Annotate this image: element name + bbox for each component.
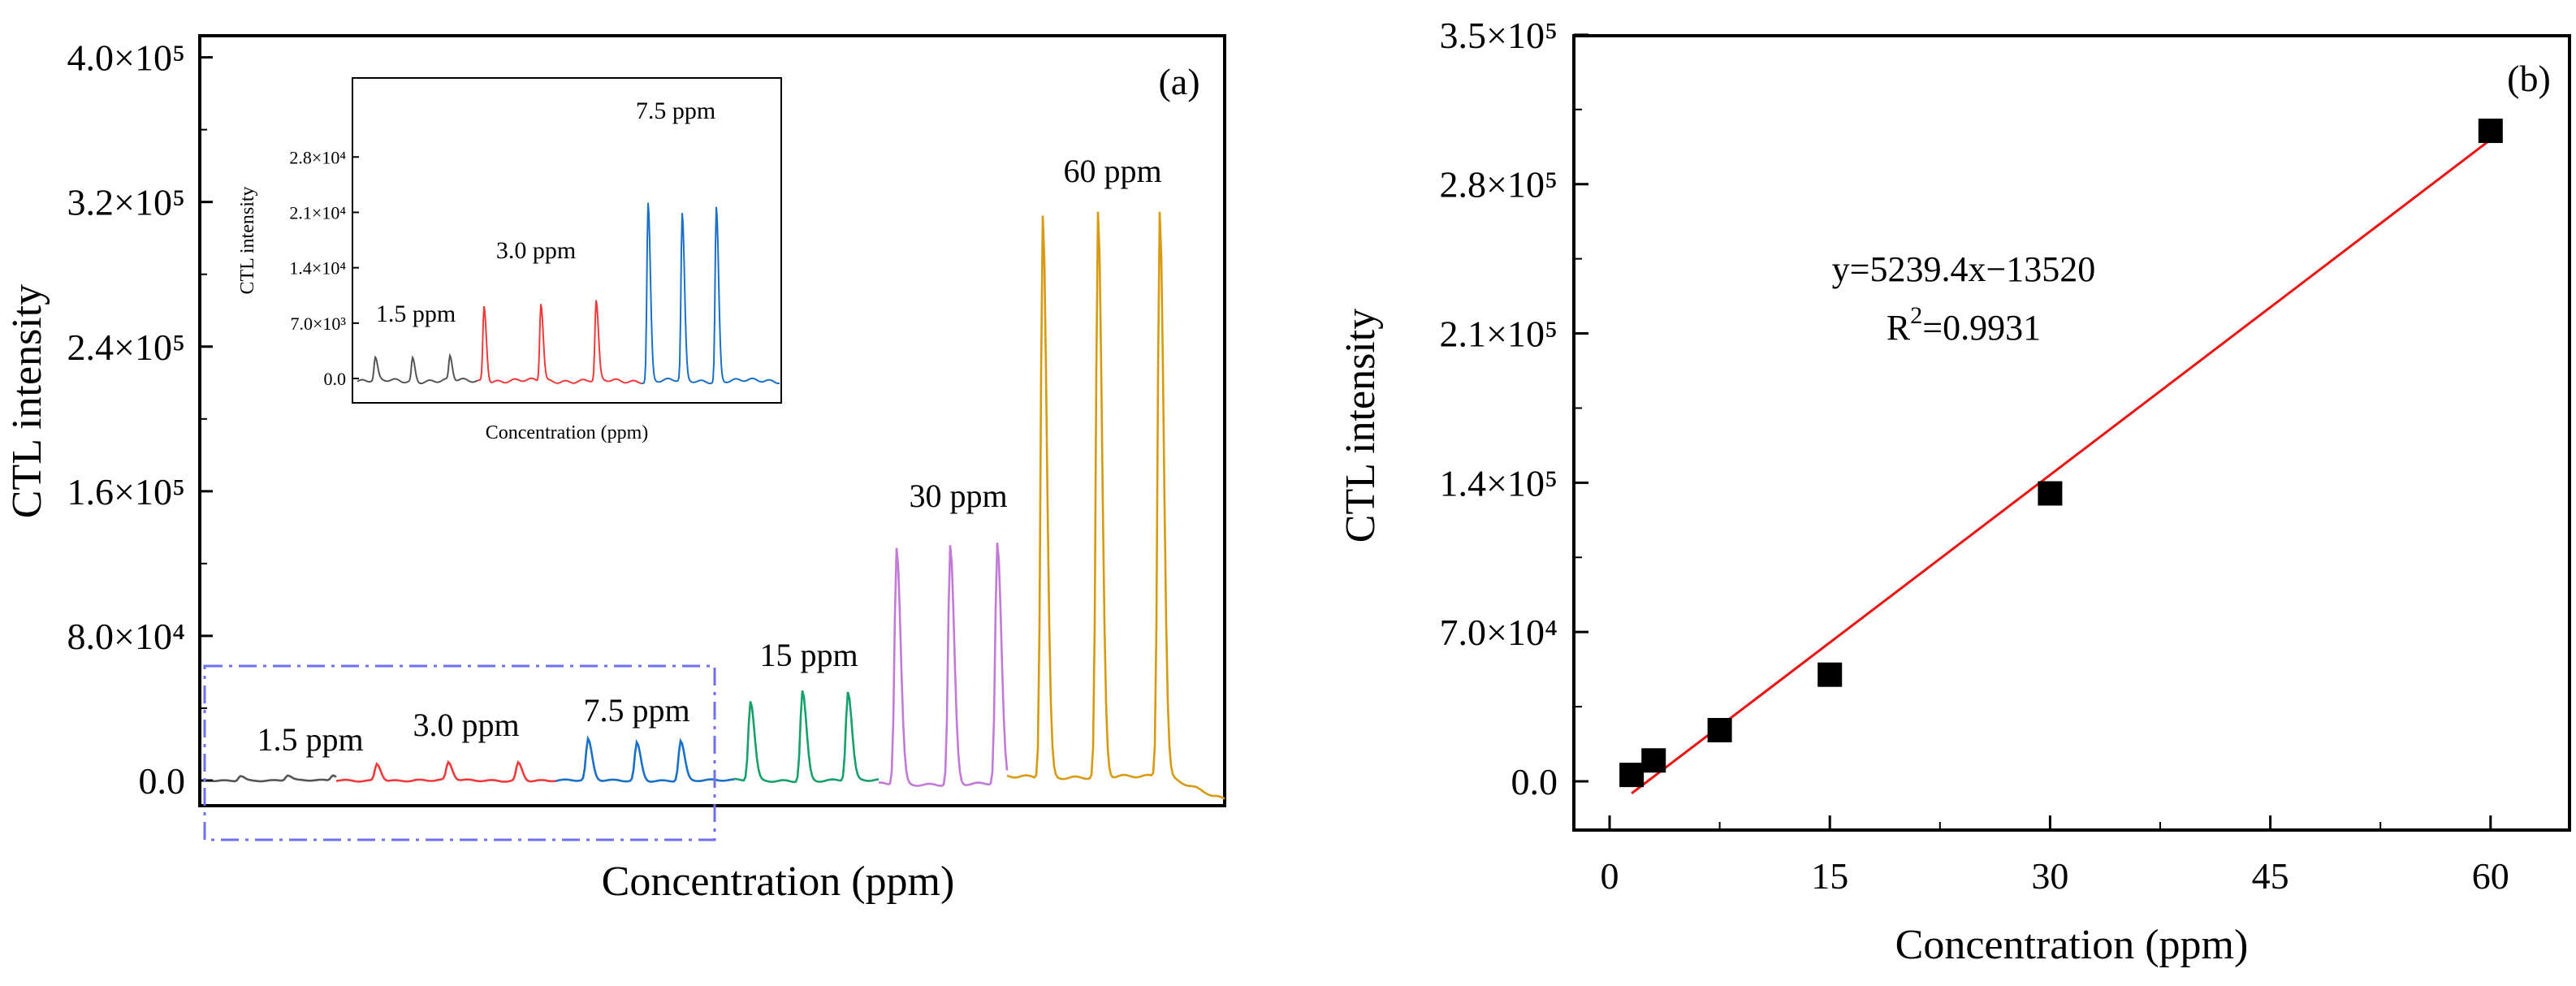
panel-b-y-tick-label: 1.4×10⁵ [1440, 462, 1558, 504]
peak-label: 1.5 ppm [257, 721, 363, 758]
data-point [1619, 763, 1645, 788]
panel-b-x-tick-label: 45 [2252, 855, 2289, 897]
panel-b-label: (b) [2507, 58, 2551, 99]
trace-60-ppm [1006, 211, 1225, 800]
panel-a: 0.0 8.0×10⁴ 1.6×10⁵ 2.4×10⁵ 3.2×10⁵ 4.0×10⁵ 1… [4, 34, 1226, 905]
inset-trace-3-0-ppm [477, 300, 642, 384]
r-squared-prefix: R [1887, 308, 1911, 348]
trace-1-5-ppm [212, 774, 337, 783]
r-squared: R2=0.9931 [1887, 302, 2041, 348]
panel-a-peak-labels: 1.5 ppm 3.0 ppm 7.5 ppm 15 ppm 30 ppm 60 ppm [257, 153, 1161, 758]
panel-b: 0.0 7.0×10⁴ 1.4×10⁵ 2.1×10⁵ 2.8×10⁵ 3.5×10⁵ 0… [1338, 15, 2571, 968]
inset-y-tick-label: 2.8×10⁴ [289, 147, 346, 167]
panel-a-y-tick-label: 8.0×10⁴ [67, 616, 185, 657]
inset-y-ticks: 0.0 7.0×10³ 1.4×10⁴ 2.1×10⁴ 2.8×10⁴ [289, 147, 359, 389]
inset-trace-1-5-ppm [357, 352, 478, 385]
trace-7-5-ppm [555, 735, 735, 783]
inset-traces [357, 202, 780, 385]
panel-a-y-tick-label: 0.0 [139, 760, 186, 802]
panel-b-points [1619, 119, 2503, 788]
r-squared-value: =0.9931 [1922, 308, 2041, 348]
peak-label: 7.5 ppm [583, 692, 689, 729]
panel-b-x-tick-label: 15 [1811, 855, 1848, 897]
data-point [2038, 481, 2063, 506]
panel-b-frame [1572, 34, 2571, 832]
inset-y-tick-label: 7.0×10³ [290, 314, 346, 334]
panel-b-x-tick-label: 30 [2031, 855, 2068, 897]
panel-b-y-tick-label: 2.8×10⁵ [1440, 164, 1558, 205]
panel-b-y-tick-label: 7.0×10⁴ [1440, 612, 1558, 653]
inset-y-axis-title: CTL intensity [237, 186, 258, 294]
data-point [1817, 662, 1843, 687]
inset-y-tick-label: 1.4×10⁴ [289, 258, 346, 279]
panel-b-y-tick-label: 2.1×10⁵ [1440, 314, 1558, 355]
panel-a-traces [212, 211, 1225, 800]
trace-15-ppm [734, 690, 880, 784]
peak-label: 15 ppm [759, 637, 858, 673]
trace-3-0-ppm [335, 759, 556, 783]
panel-b-y-tick-label: 3.5×10⁵ [1440, 15, 1558, 56]
inset-peak-label: 7.5 ppm [636, 97, 715, 124]
highlight-box [203, 664, 716, 841]
inset-x-axis-title: Concentration (ppm) [486, 422, 649, 443]
panel-b-y-axis-title: CTL intensity [1338, 309, 1384, 543]
peak-label: 3.0 ppm [413, 707, 519, 743]
panel-b-x-tick-label: 0 [1601, 855, 1619, 897]
inset-peak-label: 3.0 ppm [496, 237, 576, 264]
panel-b-x-axis-title: Concentration (ppm) [1895, 922, 2249, 968]
panel-a-x-axis-title: Concentration (ppm) [602, 858, 955, 905]
panel-a-y-tick-label: 1.6×10⁵ [67, 471, 185, 512]
panel-a-label: (a) [1158, 61, 1199, 102]
panel-b-y-tick-label: 0.0 [1511, 761, 1558, 802]
inset-frame [352, 77, 782, 404]
inset-labels: 1.5 ppm 3.0 ppm 7.5 ppm [376, 97, 715, 327]
panel-b-y-ticks: 0.0 7.0×10⁴ 1.4×10⁵ 2.1×10⁵ 2.8×10⁵ 3.5×10⁵ [1440, 15, 1588, 802]
fit-equation: y=5239.4x−13520 [1832, 249, 2096, 289]
data-point [2478, 119, 2503, 144]
inset-peak-label: 1.5 ppm [376, 301, 456, 327]
inset: 0.0 7.0×10³ 1.4×10⁴ 2.1×10⁴ 2.8×10⁴ 1.5 ppm 3… [237, 77, 782, 443]
panel-b-x-tick-label: 60 [2472, 855, 2509, 897]
fit-line [1631, 138, 2492, 795]
inset-y-tick-label: 0.0 [324, 369, 347, 389]
inset-trace-7-5-ppm [642, 202, 780, 385]
data-point [1707, 717, 1732, 742]
panel-a-y-axis-title: CTL intensity [4, 284, 50, 518]
data-point [1641, 748, 1666, 773]
panel-a-y-ticks: 0.0 8.0×10⁴ 1.6×10⁵ 2.4×10⁵ 3.2×10⁵ 4.0×10⁵ [67, 37, 213, 802]
panel-a-y-tick-label: 3.2×10⁵ [67, 182, 185, 223]
inset-y-tick-label: 2.1×10⁴ [289, 202, 346, 223]
panel-a-y-tick-label: 4.0×10⁵ [67, 37, 185, 79]
panel-a-y-tick-label: 2.4×10⁵ [67, 327, 185, 368]
r-squared-superscript: 2 [1910, 302, 1922, 329]
trace-30-ppm [878, 543, 1009, 787]
panel-b-x-ticks: 0 15 30 45 60 [1601, 815, 2509, 897]
peak-label: 30 ppm [909, 478, 1007, 514]
panel-a-frame [198, 34, 1226, 807]
peak-label: 60 ppm [1063, 153, 1161, 189]
